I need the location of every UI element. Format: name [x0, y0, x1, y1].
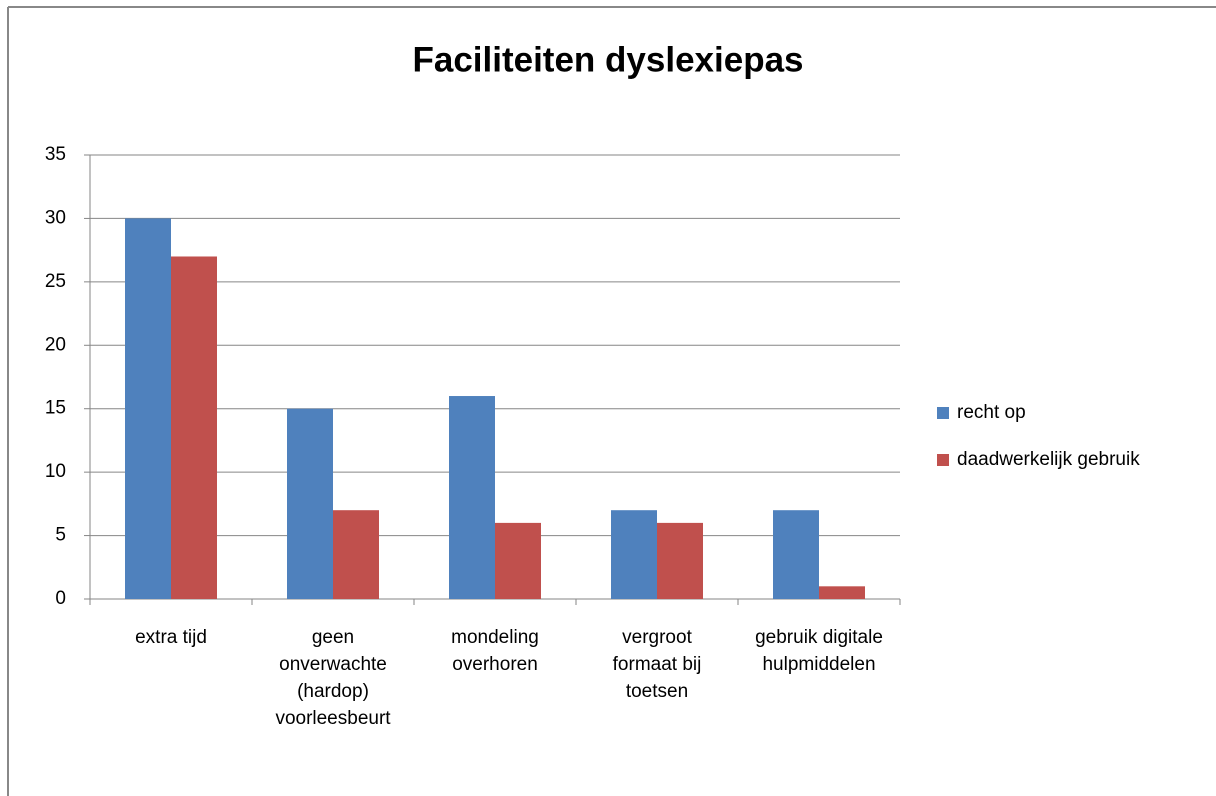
bar: [125, 218, 171, 599]
legend-swatch: [937, 454, 949, 466]
bar: [773, 510, 819, 599]
x-tick-label: mondeling overhoren: [451, 627, 539, 675]
x-tick-label: vergroot formaat bij toetsen: [612, 627, 702, 702]
x-tick-label: gebruik digitale hulpmiddelen: [755, 627, 883, 675]
y-tick-label: 5: [55, 525, 66, 546]
y-tick-label: 15: [45, 398, 66, 419]
legend-label: daadwerkelijk gebruik: [957, 449, 1140, 470]
legend-label: recht op: [957, 402, 1026, 423]
y-tick-label: 10: [45, 461, 66, 482]
x-tick-label: extra tijd: [135, 627, 207, 648]
bar: [819, 586, 865, 599]
y-tick-label: 35: [45, 144, 66, 165]
bar: [449, 396, 495, 599]
bar: [287, 408, 333, 599]
y-tick-label: 25: [45, 271, 66, 292]
y-tick-label: 20: [45, 334, 66, 355]
bar: [495, 522, 541, 599]
x-tick-label: geen onverwachte (hardop) voorleesbeurt: [275, 627, 391, 729]
chart-title: Faciliteiten dyslexiepas: [412, 40, 803, 79]
bar: [657, 522, 703, 599]
y-tick-label: 0: [55, 588, 66, 609]
legend-swatch: [937, 407, 949, 419]
bar: [333, 510, 379, 599]
bar: [171, 256, 217, 599]
bar: [611, 510, 657, 599]
y-tick-label: 30: [45, 207, 66, 228]
